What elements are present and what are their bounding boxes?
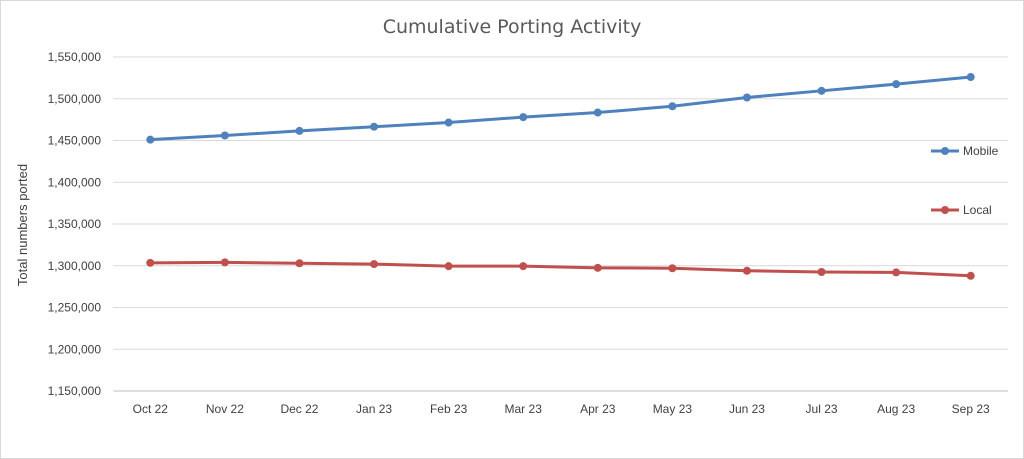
x-tick-label: Mar 23: [505, 402, 543, 416]
x-tick-label: Dec 22: [280, 402, 318, 416]
x-tick-label: Feb 23: [430, 402, 468, 416]
chart-title: Cumulative Porting Activity: [383, 16, 642, 38]
data-point-local: [817, 268, 826, 277]
series-line-mobile: [148, 75, 973, 142]
series-local: [146, 258, 975, 280]
data-point-mobile: [892, 80, 901, 89]
y-axis-title: Total numbers ported: [15, 164, 30, 286]
legend: Mobile Local: [931, 144, 999, 217]
data-point-local: [370, 260, 379, 269]
x-tick-label: Aug 23: [877, 402, 915, 416]
x-tick-label: Jul 23: [806, 402, 838, 416]
data-point-mobile: [817, 86, 826, 95]
x-tick-label: Jun 23: [729, 402, 765, 416]
data-point-mobile: [370, 122, 379, 131]
y-tick-label: 1,200,000: [48, 342, 102, 356]
x-tick-label: Jan 23: [356, 402, 392, 416]
x-tick-label: Apr 23: [580, 402, 616, 416]
axes: 1,150,000 1,200,000 1,250,000 1,300,000 1,35…: [48, 50, 1008, 416]
data-point-mobile: [220, 131, 229, 140]
gridlines: [113, 56, 1008, 350]
data-point-mobile: [966, 73, 975, 82]
x-tick-label: Nov 22: [206, 402, 244, 416]
data-point-local: [444, 262, 453, 271]
data-point-mobile: [444, 118, 453, 127]
data-point-local: [519, 262, 528, 271]
x-tick-label: May 23: [653, 402, 693, 416]
series-line-local: [148, 260, 973, 278]
data-point-mobile: [295, 126, 304, 135]
y-tick-label: 1,300,000: [48, 259, 102, 273]
data-point-mobile: [593, 108, 602, 117]
series-mobile: [146, 73, 975, 144]
legend-marker-local: [941, 206, 949, 214]
legend-label-mobile: Mobile: [963, 144, 999, 158]
data-point-local: [668, 264, 677, 273]
y-tick-label: 1,450,000: [48, 134, 102, 148]
legend-item-local: Local: [931, 203, 992, 217]
data-point-local: [966, 271, 975, 280]
y-tick-label: 1,250,000: [48, 301, 102, 315]
data-point-local: [146, 258, 155, 267]
legend-label-local: Local: [963, 203, 992, 217]
data-point-mobile: [146, 135, 155, 144]
y-tick-label: 1,550,000: [48, 50, 102, 64]
y-tick-label: 1,500,000: [48, 92, 102, 106]
legend-item-mobile: Mobile: [931, 144, 999, 158]
data-point-local: [295, 259, 304, 268]
data-point-mobile: [519, 113, 528, 122]
data-point-local: [892, 268, 901, 277]
x-tick-label: Oct 22: [133, 402, 169, 416]
y-tick-label: 1,150,000: [48, 384, 102, 398]
x-tick-label: Sep 23: [952, 402, 990, 416]
data-point-mobile: [668, 102, 677, 111]
data-point-mobile: [742, 93, 751, 102]
legend-marker-mobile: [941, 147, 949, 155]
y-tick-label: 1,350,000: [48, 217, 102, 231]
series-lines: [146, 73, 975, 280]
y-tick-label: 1,400,000: [48, 175, 102, 189]
data-point-local: [742, 266, 751, 275]
data-point-local: [593, 263, 602, 272]
data-point-local: [220, 258, 229, 267]
